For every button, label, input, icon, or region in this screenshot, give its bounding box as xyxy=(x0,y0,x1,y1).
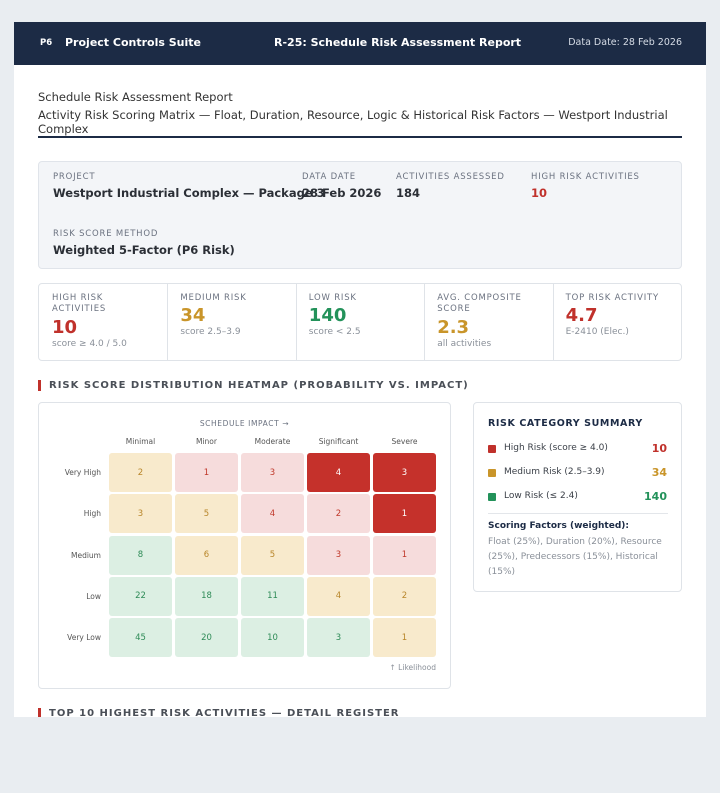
heatmap-cell: 4 xyxy=(307,453,370,492)
heatmap-cell: 3 xyxy=(307,618,370,658)
kpi-value: 2.3 xyxy=(437,317,470,338)
info-label: HIGH RISK ACTIVITIES xyxy=(531,172,640,182)
kpi-divider xyxy=(295,284,297,360)
legend-value: 34 xyxy=(651,466,667,479)
kpi-value: 34 xyxy=(180,305,206,326)
kpi-note: score ≥ 4.0 / 5.0 xyxy=(52,339,127,349)
heatmap-cell: 22 xyxy=(109,576,172,616)
summary-title: RISK CATEGORY SUMMARY xyxy=(488,418,643,429)
heatmap-panel: SCHEDULE IMPACT → ↑ Likelihood Minimal Mi… xyxy=(38,402,451,689)
legend-swatch xyxy=(488,469,496,477)
row-label: Low xyxy=(86,591,101,601)
heatmap-cell: 20 xyxy=(175,618,238,658)
legend-value: 140 xyxy=(644,490,667,503)
app-badge: P6 xyxy=(40,38,53,48)
heatmap-cell: 8 xyxy=(109,535,172,575)
info-value: Westport Industrial Complex — Package 3 xyxy=(53,186,325,200)
kpi-value: 4.7 xyxy=(565,305,598,326)
data-date: Data Date: 28 Feb 2026 xyxy=(568,37,682,48)
row-label: Very High xyxy=(64,468,101,477)
heatmap-cell: 6 xyxy=(175,535,238,575)
heatmap-cell: 45 xyxy=(109,618,172,658)
row-label: Very Low xyxy=(67,633,101,643)
summary-panel: RISK CATEGORY SUMMARY Scoring Factors (w… xyxy=(473,402,682,592)
factors-title: Scoring Factors (weighted): xyxy=(488,521,629,531)
kpi-value: 140 xyxy=(308,305,347,326)
kpi-strip: HIGH RISK ACTIVITIES 10 score ≥ 4.0 / 5.0 M… xyxy=(38,283,682,361)
heatmap-cell: 3 xyxy=(241,453,304,492)
heatmap-cell: 2 xyxy=(109,453,172,492)
report-card: P6 Project Controls Suite R-25: Schedule… xyxy=(14,22,706,717)
legend-value: 10 xyxy=(651,442,667,455)
kpi-divider xyxy=(167,284,169,360)
kpi-value: 10 xyxy=(52,317,78,338)
heatmap-cell: 2 xyxy=(307,494,370,534)
heatmap-cell: 1 xyxy=(373,535,436,575)
intro-subtitle: Activity Risk Scoring Matrix — Float, Du… xyxy=(38,108,668,136)
row-label: Medium xyxy=(71,550,101,560)
heatmap-cell: 1 xyxy=(373,618,436,658)
kpi-label: HIGH RISK ACTIVITIES xyxy=(52,293,107,314)
report-title: R-25: Schedule Risk Assessment Report xyxy=(274,36,522,49)
heatmap-cell: 5 xyxy=(175,494,238,534)
info-label: ACTIVITIES ASSESSED xyxy=(396,172,505,182)
column-label: Severe xyxy=(391,437,418,446)
heatmap-cell: 1 xyxy=(175,453,238,492)
column-label: Moderate xyxy=(254,437,291,446)
info-label: PROJECT xyxy=(53,172,96,182)
heatmap-cell: 18 xyxy=(175,576,238,616)
legend-swatch xyxy=(488,493,496,501)
column-label: Minor xyxy=(196,437,217,446)
kpi-label: TOP RISK ACTIVITY xyxy=(565,293,659,303)
axis-title: SCHEDULE IMPACT → xyxy=(199,419,290,428)
kpi-label: LOW RISK xyxy=(308,293,357,303)
info-value: 184 xyxy=(396,186,421,200)
top-bar: P6 Project Controls Suite R-25: Schedule… xyxy=(14,22,706,65)
info-label: DATA DATE xyxy=(302,172,356,182)
kpi-divider xyxy=(424,284,426,360)
kpi-note: all activities xyxy=(437,339,492,349)
kpi-note: score < 2.5 xyxy=(308,327,361,337)
heatmap-cell: 11 xyxy=(241,576,304,616)
kpi-label: MEDIUM RISK xyxy=(180,293,247,303)
factors-text: Float (25%), Duration (20%), Resource (2… xyxy=(488,537,662,577)
app-name: Project Controls Suite xyxy=(65,36,201,49)
kpi-label: AVG. COMPOSITE SCORE xyxy=(437,293,522,314)
info-value: 28 Feb 2026 xyxy=(302,186,382,200)
heatmap-cell: 2 xyxy=(373,576,436,616)
heatmap-cell: 4 xyxy=(241,494,304,534)
intro-title: Schedule Risk Assessment Report xyxy=(38,90,233,104)
column-label: Significant xyxy=(318,437,359,446)
heatmap-cell: 3 xyxy=(373,453,436,492)
rule xyxy=(38,136,682,138)
heatmap-cell: 5 xyxy=(241,535,304,575)
project-info: PROJECT Westport Industrial Complex — Pac… xyxy=(38,161,682,269)
divider xyxy=(488,513,668,514)
axis-note: ↑ Likelihood xyxy=(389,663,436,672)
section-heading: RISK SCORE DISTRIBUTION HEATMAP (PROBABI… xyxy=(38,380,469,391)
info-value: Weighted 5-Factor (P6 Risk) xyxy=(53,243,235,257)
info-label: RISK SCORE METHOD xyxy=(53,229,159,239)
legend-label: High Risk (score ≥ 4.0) xyxy=(504,443,608,453)
column-label: Minimal xyxy=(125,437,156,446)
row-label: High xyxy=(83,509,101,519)
kpi-divider xyxy=(552,284,554,360)
legend-label: Medium Risk (2.5–3.9) xyxy=(504,467,605,477)
kpi-note: E-2410 (Elec.) xyxy=(565,327,629,337)
heatmap-cell: 10 xyxy=(241,618,304,658)
info-value: 10 xyxy=(531,186,548,200)
legend-swatch xyxy=(488,445,496,453)
section-heading: TOP 10 HIGHEST RISK ACTIVITIES — DETAIL … xyxy=(38,708,400,717)
heatmap-cell: 3 xyxy=(109,494,172,534)
legend-label: Low Risk (≤ 2.4) xyxy=(504,491,578,501)
kpi-note: score 2.5–3.9 xyxy=(180,327,241,337)
heatmap-cell: 3 xyxy=(307,535,370,575)
heatmap-cell: 4 xyxy=(307,576,370,616)
heatmap-cell: 1 xyxy=(373,494,436,534)
